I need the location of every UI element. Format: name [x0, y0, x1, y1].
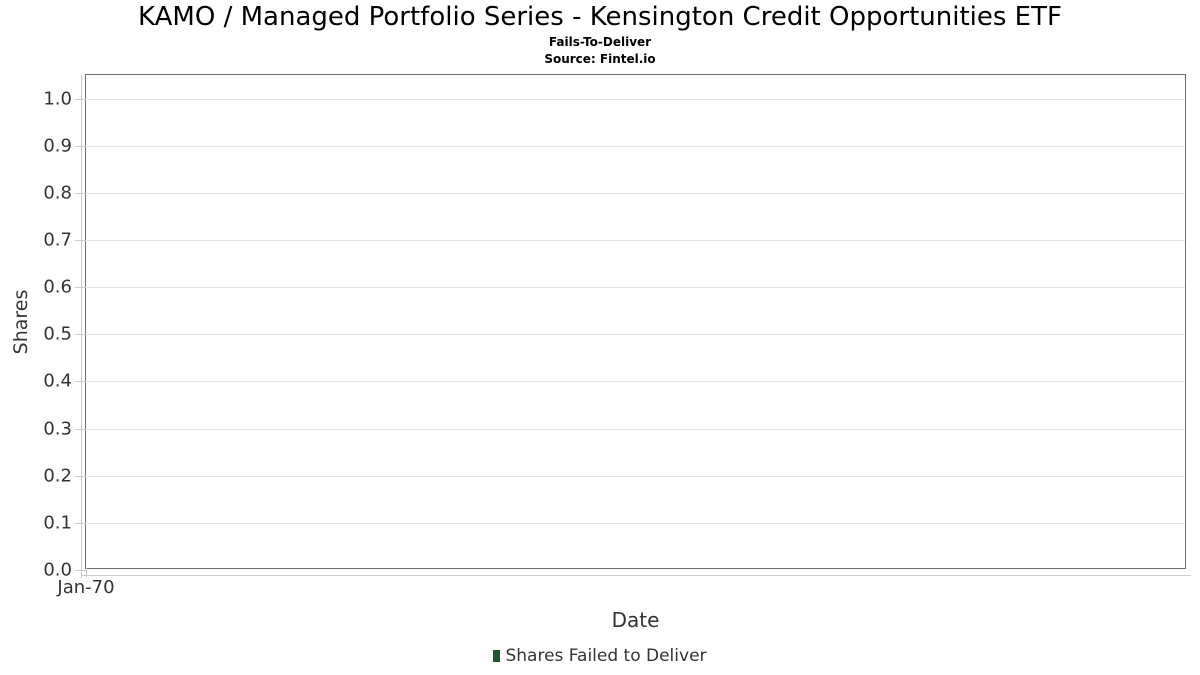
chart-subtitle: Fails-To-Deliver: [548, 35, 652, 49]
y-tick-label: 0.7: [43, 229, 72, 251]
x-tick-label: Jan-70: [57, 577, 115, 598]
x-tick: [86, 568, 87, 577]
gridline: [86, 523, 1185, 524]
y-tick-label: 0.4: [43, 370, 72, 392]
gridline: [86, 381, 1185, 382]
y-tick-label: 0.1: [43, 512, 72, 534]
y-tick: [75, 99, 86, 100]
x-axis-line: [81, 575, 1191, 576]
gridline: [86, 146, 1185, 147]
gridline: [86, 240, 1185, 241]
y-tick: [75, 476, 86, 477]
y-axis-title: Shares: [10, 289, 32, 355]
legend: Shares Failed to Deliver: [0, 646, 1200, 666]
y-tick-label: 0.6: [43, 276, 72, 298]
y-tick-label: 0.3: [43, 418, 72, 440]
plot-area: 0.0 0.1 0.2 0.3 0.4 0.5 0.6 0.7 0.8 0.9 1.0 Jan-70: [43, 74, 1191, 598]
gridline: [86, 193, 1185, 194]
y-tick: [75, 193, 86, 194]
legend-marker-square-icon: [493, 650, 501, 662]
y-axis-line: [81, 75, 82, 578]
y-tick-label: 0.5: [43, 323, 72, 345]
y-tick: [75, 570, 86, 571]
gridline: [86, 429, 1185, 430]
y-tick: [75, 381, 86, 382]
y-tick: [75, 287, 86, 288]
chart-title: KAMO / Managed Portfolio Series - Kensin…: [138, 2, 1062, 32]
y-tick-label: 0.9: [43, 135, 72, 157]
y-tick: [75, 523, 86, 524]
y-tick: [75, 429, 86, 430]
gridline: [86, 334, 1185, 335]
y-tick-label: 0.2: [43, 465, 72, 487]
y-tick-label: 1.0: [43, 88, 72, 110]
y-tick-label: 0.8: [43, 182, 72, 204]
y-tick-label: 0.0: [43, 559, 72, 581]
gridline: [86, 287, 1185, 288]
x-axis-title: Date: [611, 608, 660, 632]
y-tick: [75, 240, 86, 241]
chart-source-label: Source: Fintel.io: [544, 52, 656, 66]
legend-item-label: Shares Failed to Deliver: [505, 646, 707, 666]
gridline: [86, 476, 1185, 477]
y-tick: [75, 146, 86, 147]
y-tick: [75, 334, 86, 335]
gridline: [86, 99, 1185, 100]
